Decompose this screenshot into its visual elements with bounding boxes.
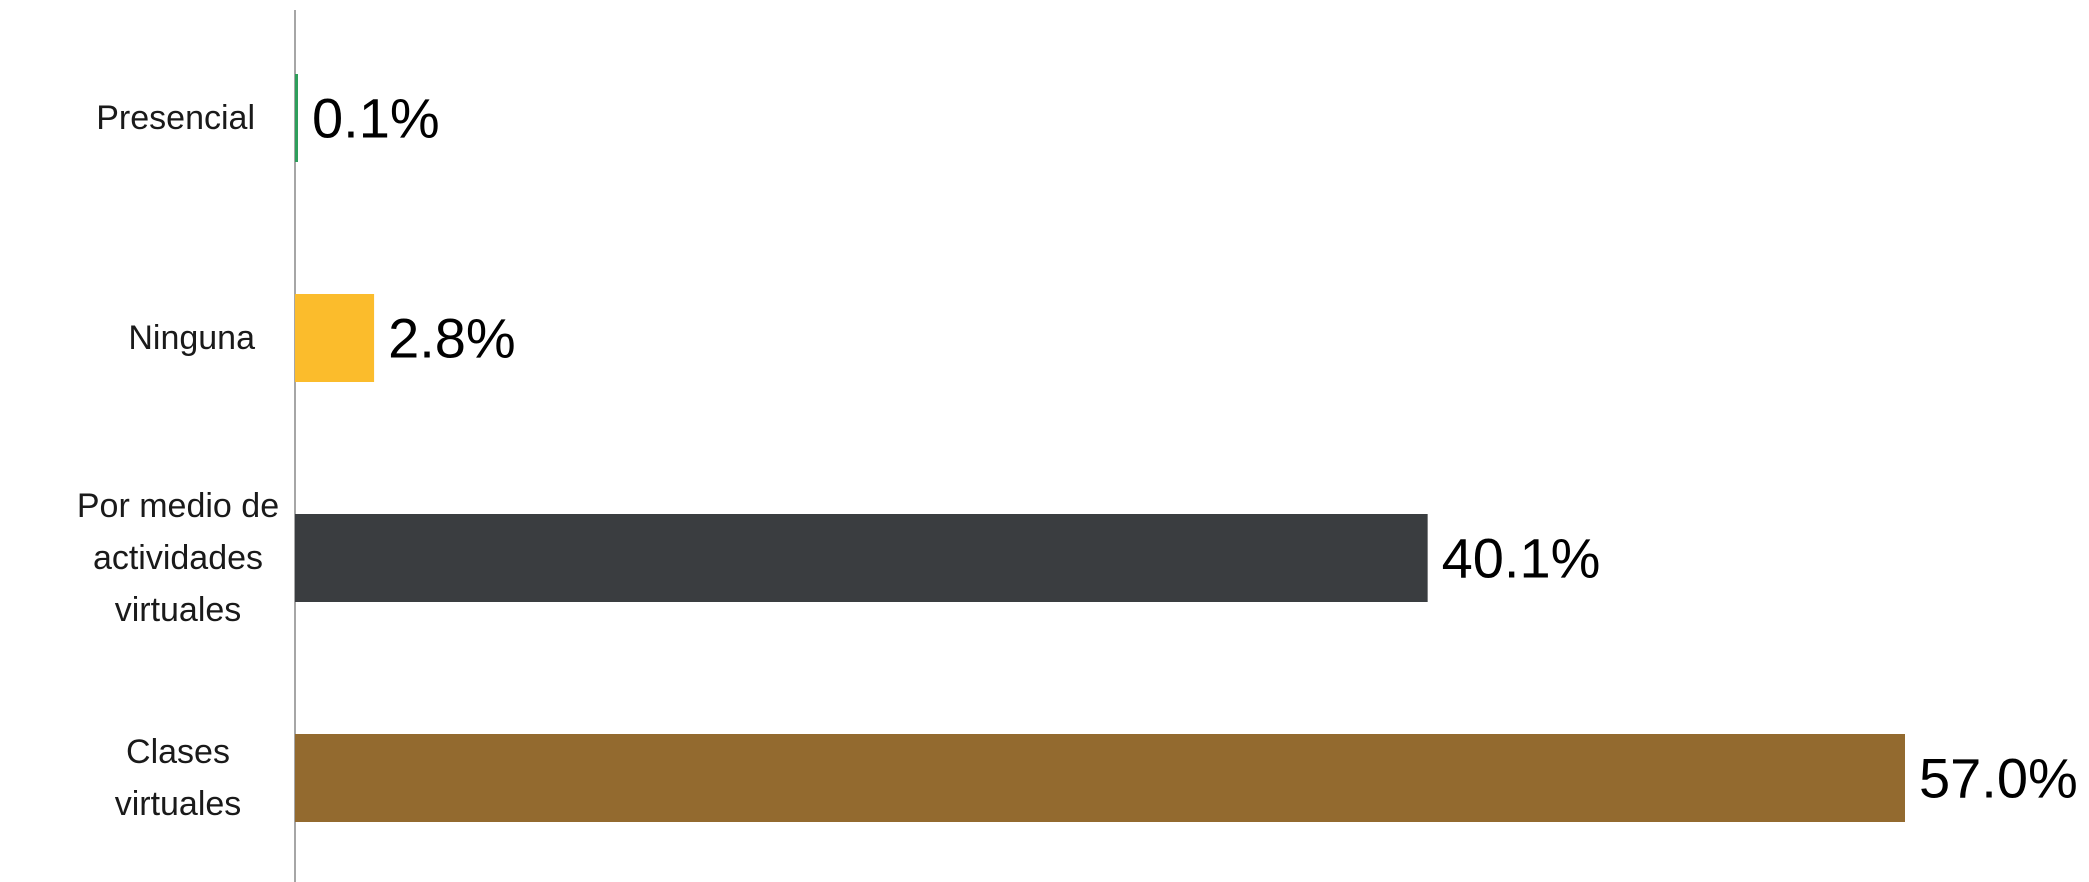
bar-1 (295, 294, 375, 382)
bar-2 (295, 514, 1428, 602)
bar-3 (295, 734, 1905, 822)
category-label-0-line-0: Presencial (96, 99, 255, 137)
category-label-3-line-1: virtuales (115, 785, 242, 823)
data-label-3: 57.0% (1919, 747, 2078, 810)
category-label-2-line-2: virtuales (115, 591, 242, 629)
data-label-1: 2.8% (388, 307, 516, 370)
data-label-2: 40.1% (1442, 527, 1601, 590)
category-label-3-line-0: Clases (126, 733, 230, 771)
data-label-0: 0.1% (312, 87, 440, 150)
category-label-2-line-0: Por medio de (77, 487, 279, 525)
category-label-1-line-0: Ninguna (128, 319, 255, 357)
bars-layer (295, 74, 1905, 822)
category-label-2-line-1: actividades (93, 539, 263, 577)
labels-layer: 0.1% Presencial 2.8% Ninguna 40.1% Por medio … (77, 87, 2078, 824)
bar-0 (295, 74, 298, 162)
